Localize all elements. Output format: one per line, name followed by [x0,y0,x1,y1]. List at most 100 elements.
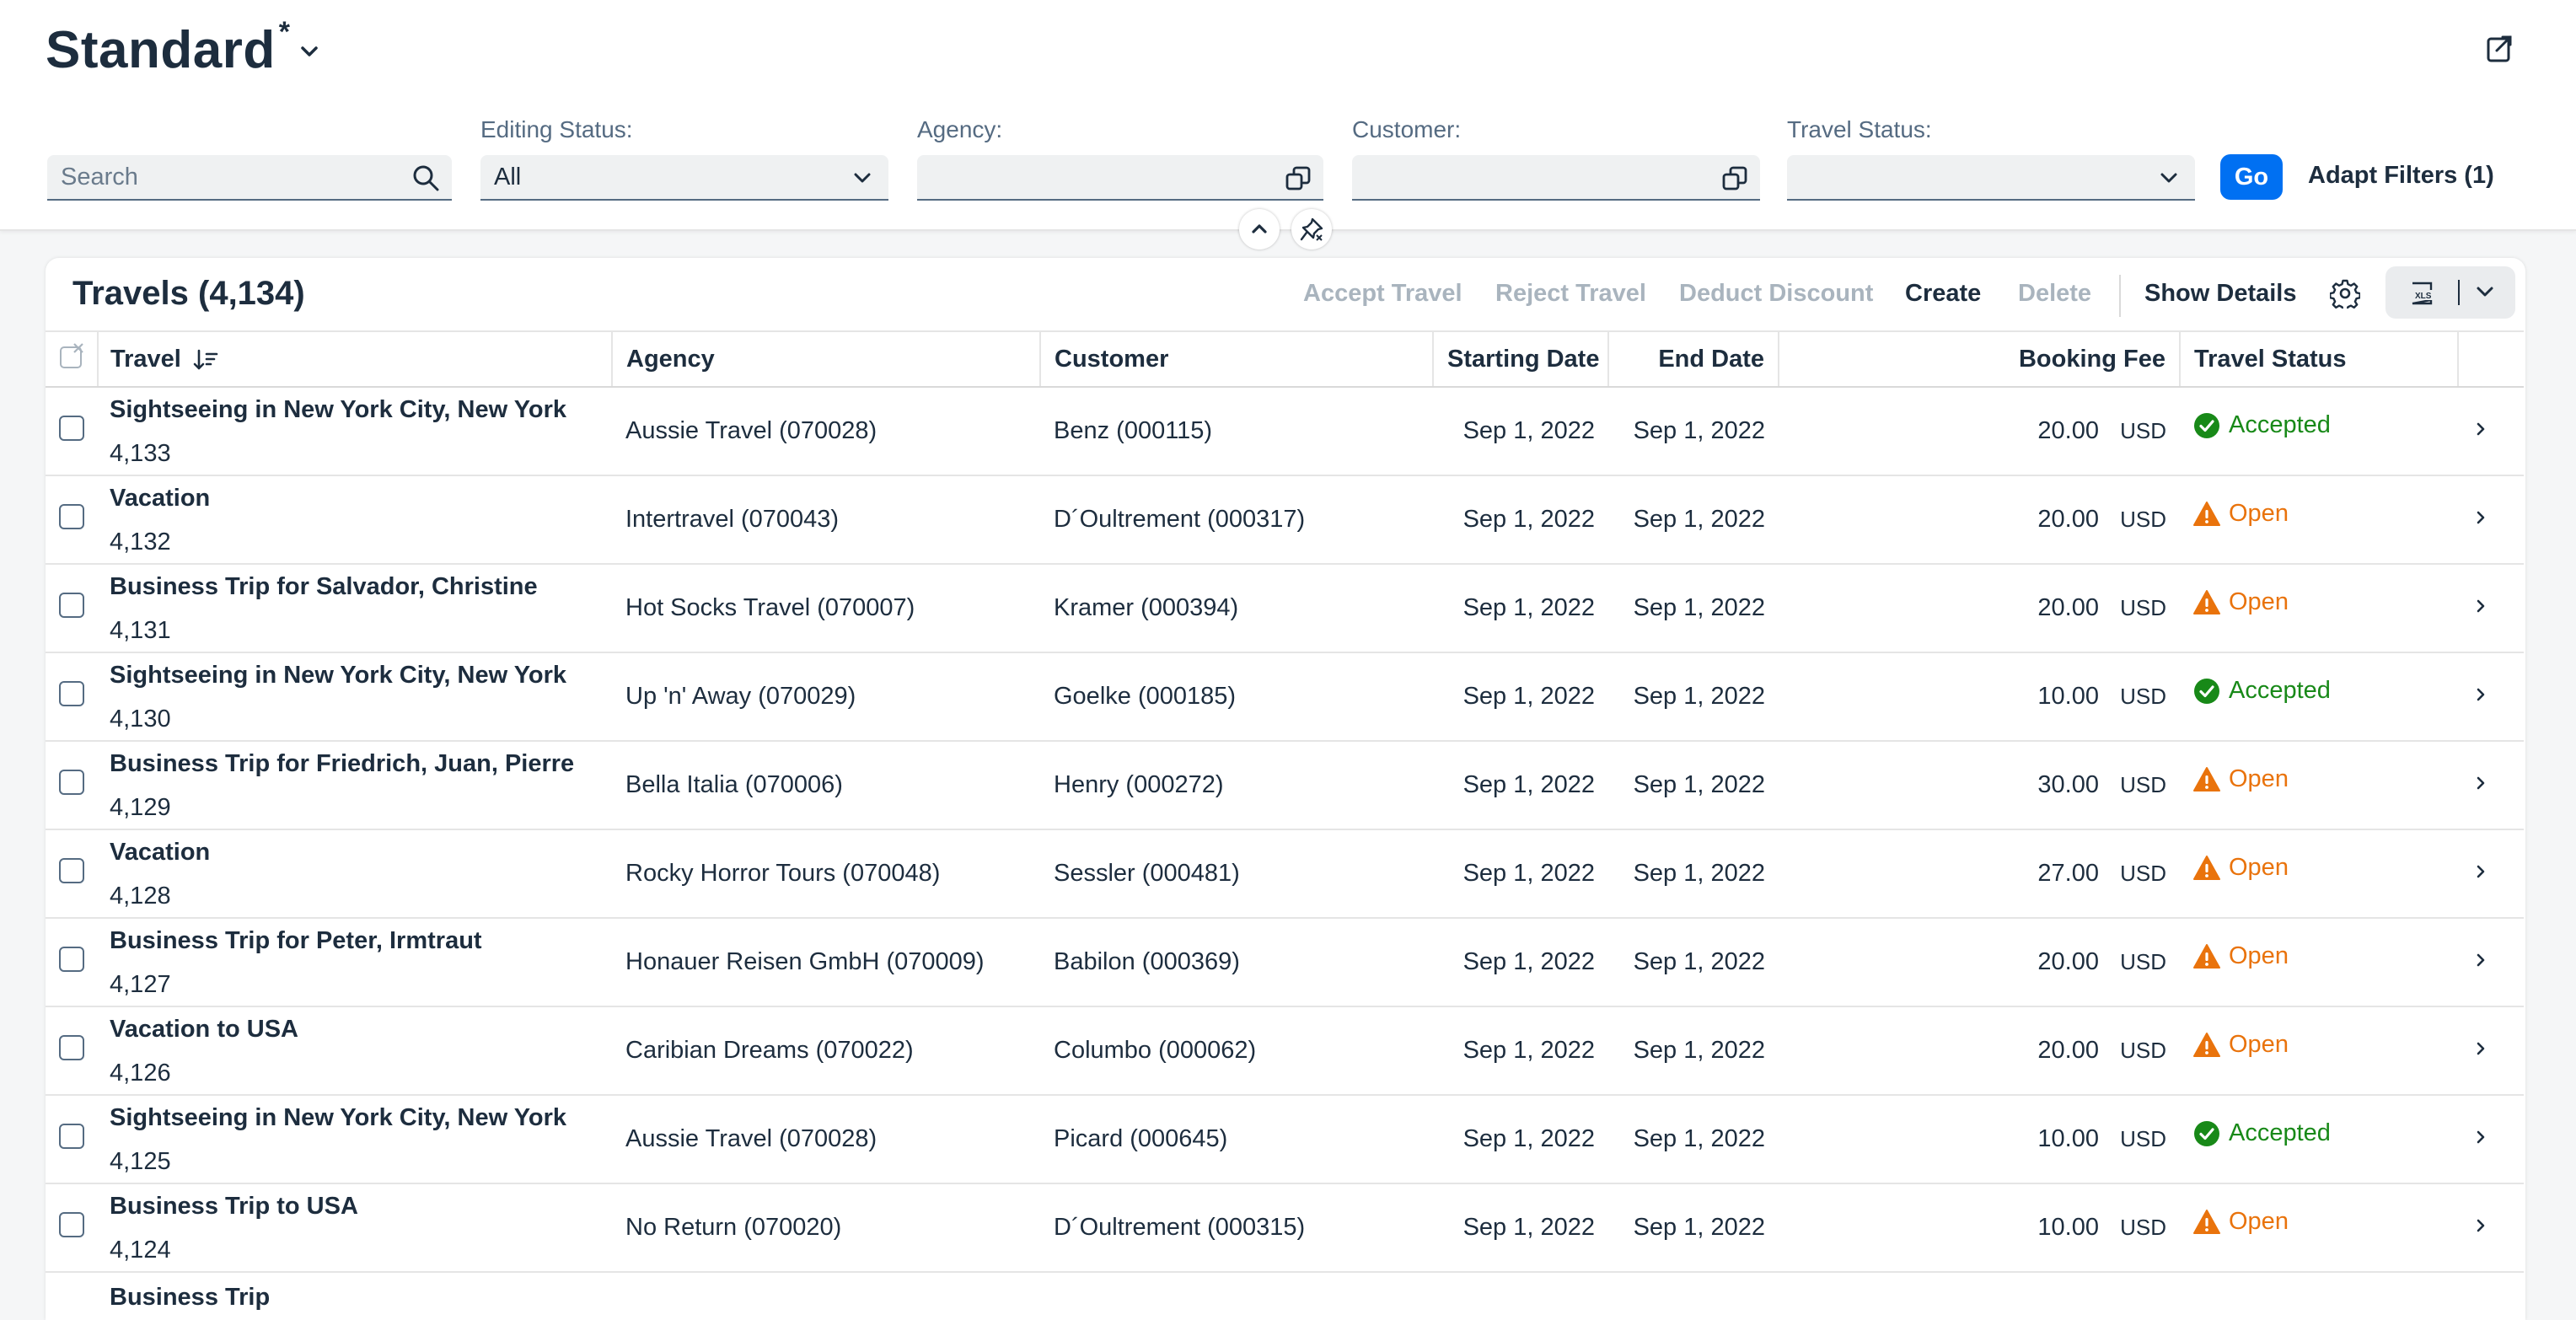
chevron-down-icon[interactable] [2158,167,2180,189]
booking-fee-amount: 20.00 [2037,506,2099,533]
agency-field[interactable] [917,155,1323,201]
chevron-down-icon[interactable] [298,40,320,62]
table-row[interactable]: Vacation to USA 4,126 Caribian Dreams (070… [46,1006,2524,1096]
chevron-down-icon[interactable] [2473,280,2497,303]
starting-date-cell: Sep 1, 2022 [1433,918,1608,1007]
table-header-row: Travel Agency Customer Starting Date End… [46,330,2524,388]
navigation-cell [2458,1183,2524,1273]
travel-name: Business Trip for Friedrich, Juan, Pierr… [110,749,575,777]
svg-text:XLS: XLS [2415,292,2432,301]
table-row[interactable]: Business Trip [46,1272,2524,1320]
customer-cell: Benz (000115) [1040,387,1433,476]
table-row[interactable]: Business Trip to USA 4,124 No Return (0700… [46,1183,2524,1273]
travel-status-cell: Accepted [2180,652,2458,742]
gear-icon[interactable] [2330,278,2360,309]
booking-fee-amount: 10.00 [2037,1214,2099,1241]
reject-travel-button[interactable]: Reject Travel [1495,280,1646,307]
travel-name: Business Trip [110,1284,271,1311]
chevron-right-icon[interactable] [2471,508,2490,527]
row-checkbox[interactable] [59,415,84,441]
column-header-agency[interactable]: Agency [612,330,1041,388]
row-checkbox[interactable] [59,769,84,795]
column-header-travel[interactable]: Travel [98,330,613,388]
end-date-cell: Sep 1, 2022 [1608,918,1779,1007]
travel-status-cell: Open [2180,918,2458,1007]
column-header-end-date[interactable]: End Date [1608,330,1779,388]
table-row[interactable]: Business Trip for Salvador, Christine 4,1… [46,564,2524,653]
row-checkbox[interactable] [59,946,84,972]
row-checkbox[interactable] [59,592,84,618]
chevron-right-icon[interactable] [2471,420,2490,438]
chevron-right-icon[interactable] [2471,1039,2490,1058]
accept-travel-button[interactable]: Accept Travel [1303,280,1462,307]
starting-date-cell [1433,1272,1608,1320]
go-button[interactable]: Go [2220,154,2283,200]
table-row[interactable]: Sightseeing in New York City, New York 4,… [46,652,2524,742]
table-row[interactable]: Sightseeing in New York City, New York 4,… [46,387,2524,476]
chevron-right-icon[interactable] [2471,951,2490,969]
chevron-right-icon[interactable] [2471,1128,2490,1146]
row-checkbox[interactable] [59,1123,84,1149]
table-row[interactable]: Vacation 4,132 Intertravel (070043) D´Oultr… [46,475,2524,565]
table-row[interactable]: Vacation 4,128 Rocky Horror Tours (070048)… [46,829,2524,919]
row-select-cell [46,1183,98,1273]
navigation-cell [2458,387,2524,476]
travel-status-cell: Open [2180,1006,2458,1096]
delete-button[interactable]: Delete [2018,280,2092,307]
booking-fee-cell: 20.00 USD [1779,918,2180,1007]
starting-date-cell: Sep 1, 2022 [1433,475,1608,565]
table-row[interactable]: Business Trip for Peter, Irmtraut 4,127 Ho… [46,918,2524,1007]
travel-status: Open [2193,500,2289,528]
chevron-right-icon[interactable] [2471,597,2490,615]
collapse-header-button[interactable] [1239,209,1280,250]
row-checkbox[interactable] [59,1034,84,1060]
row-select-cell [46,564,98,653]
chevron-right-icon[interactable] [2471,1216,2490,1235]
travel-status-cell [2180,1272,2458,1320]
warning-icon [2193,943,2220,969]
chevron-right-icon[interactable] [2471,862,2490,881]
deduct-discount-button[interactable]: Deduct Discount [1679,280,1874,307]
table-row[interactable]: Business Trip for Friedrich, Juan, Pierr… [46,741,2524,830]
row-checkbox[interactable] [59,503,84,529]
row-checkbox[interactable] [59,1211,84,1237]
travel-cell: Sightseeing in New York City, New York 4,… [98,1095,612,1184]
clear-selection-icon[interactable] [59,342,86,369]
chevron-right-icon[interactable] [2471,685,2490,704]
search-placeholder: Search [61,164,138,190]
travel-status-select[interactable] [1787,155,2195,201]
column-header-starting-date[interactable]: Starting Date [1433,330,1609,388]
customer-field[interactable] [1352,155,1760,201]
column-header-travel-status[interactable]: Travel Status [2180,330,2459,388]
starting-date-cell: Sep 1, 2022 [1433,829,1608,919]
travel-status: Open [2193,942,2289,970]
booking-fee-cell [1779,1272,2180,1320]
row-select-cell [46,1006,98,1096]
create-button[interactable]: Create [1905,280,1982,307]
show-details-button[interactable]: Show Details [2144,280,2297,307]
share-icon[interactable] [2482,30,2519,67]
travel-status-text: Open [2229,942,2289,970]
value-help-icon[interactable] [1721,165,1748,192]
excel-export-icon[interactable]: XLS [2407,280,2441,307]
booking-fee-currency: USD [2120,507,2166,532]
row-checkbox[interactable] [59,857,84,883]
search-input[interactable]: Search [47,155,452,201]
customer-cell: Columbo (000062) [1040,1006,1433,1096]
booking-fee-currency: USD [2120,595,2166,620]
chevron-right-icon[interactable] [2471,774,2490,792]
column-header-booking-fee[interactable]: Booking Fee [1779,330,2181,388]
end-date-cell: Sep 1, 2022 [1608,1183,1779,1273]
variant-title[interactable]: Standard [46,21,276,79]
booking-fee-currency: USD [2120,1038,2166,1063]
column-header-customer[interactable]: Customer [1040,330,1434,388]
chevron-down-icon[interactable] [851,167,873,189]
adapt-filters-button[interactable]: Adapt Filters (1) [2308,162,2494,189]
pin-header-button[interactable] [1291,209,1332,250]
search-icon[interactable] [411,164,440,192]
row-checkbox[interactable] [59,680,84,706]
table-row[interactable]: Sightseeing in New York City, New York 4,… [46,1095,2524,1184]
editing-status-select[interactable]: All [480,155,888,201]
variant-management[interactable]: Standard * [46,15,320,86]
value-help-icon[interactable] [1285,165,1312,192]
